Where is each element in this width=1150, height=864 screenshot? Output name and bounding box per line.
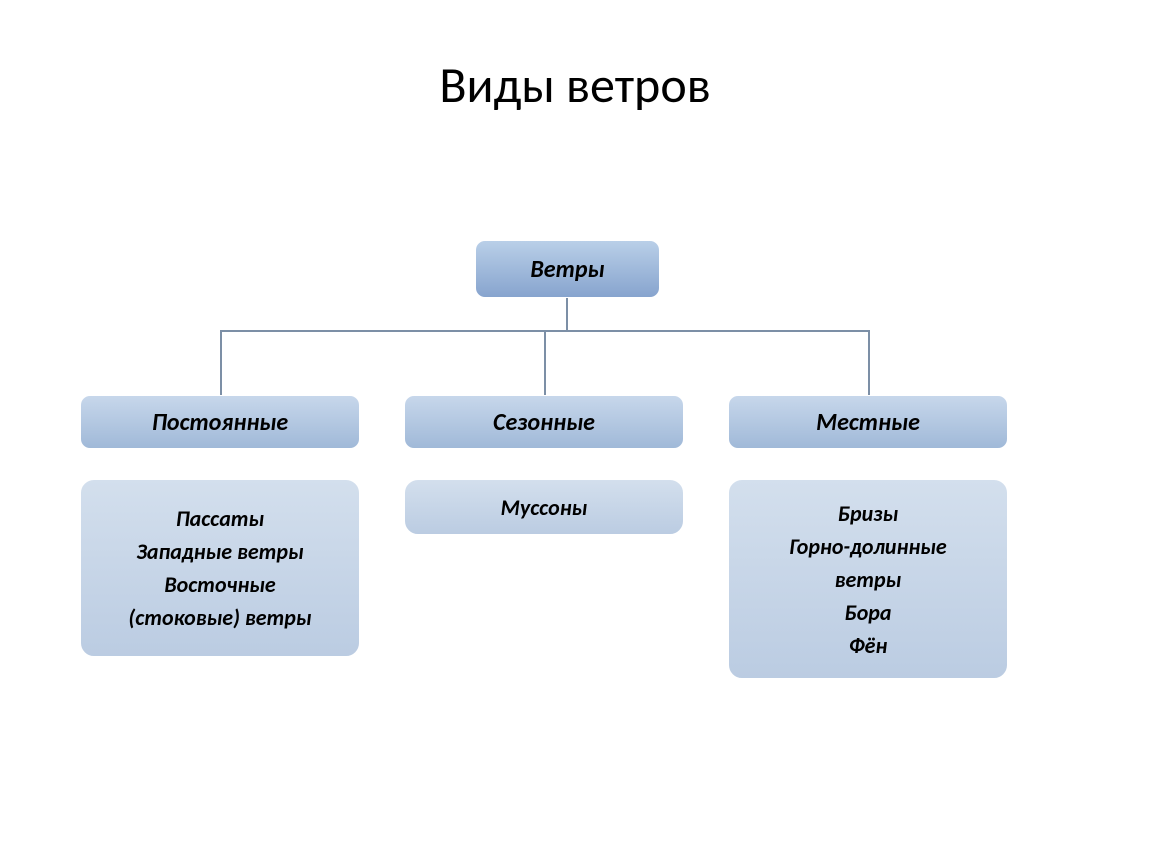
- leaf-node-2: БризыГорно-долинныеветрыБораФён: [728, 479, 1008, 679]
- child-label-2: Местные: [816, 408, 920, 437]
- child-label-1: Сезонные: [493, 408, 595, 437]
- leaf-line: Бризы: [838, 497, 899, 530]
- leaf-node-0: ПассатыЗападные ветрыВосточные(стоковые)…: [80, 479, 360, 657]
- leaf-line: (стоковые) ветры: [128, 601, 311, 634]
- child-label-0: Постоянные: [152, 408, 288, 437]
- leaf-line: Муссоны: [501, 491, 588, 524]
- connector-drop-2: [868, 330, 870, 395]
- connector-drop-0: [220, 330, 222, 395]
- leaf-line: Западные ветры: [136, 535, 303, 568]
- leaf-node-1: Муссоны: [404, 479, 684, 535]
- leaf-line: Бора: [844, 596, 891, 629]
- child-node-2: Местные: [728, 395, 1008, 449]
- connector-root-down: [566, 298, 568, 330]
- page-title: Виды ветров: [0, 55, 1150, 116]
- leaf-line: Горно-долинные: [789, 530, 947, 563]
- leaf-line: ветры: [835, 563, 902, 596]
- leaf-line: Фён: [849, 629, 888, 662]
- root-node: Ветры: [475, 240, 660, 298]
- child-node-0: Постоянные: [80, 395, 360, 449]
- leaf-line: Восточные: [164, 568, 275, 601]
- root-label: Ветры: [530, 255, 604, 284]
- connector-drop-1: [544, 330, 546, 395]
- leaf-line: Пассаты: [176, 502, 264, 535]
- child-node-1: Сезонные: [404, 395, 684, 449]
